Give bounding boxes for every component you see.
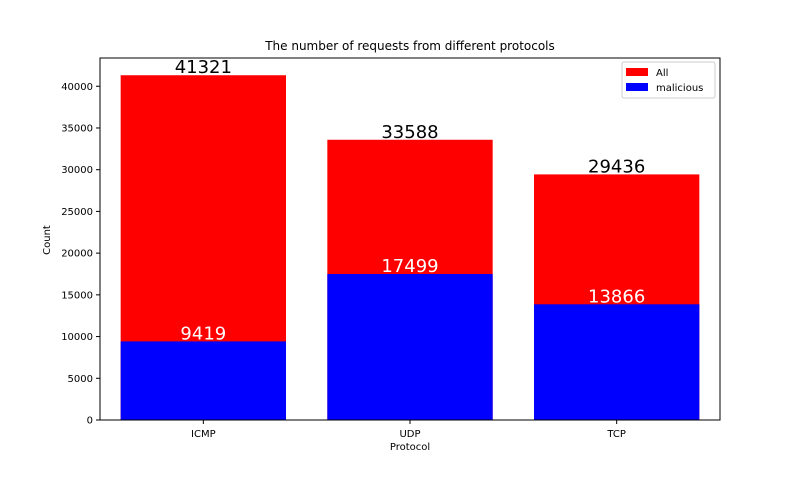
y-tick-label: 40000 <box>61 82 93 93</box>
y-tick-label: 15000 <box>61 290 93 301</box>
y-tick-label: 25000 <box>61 207 93 218</box>
x-tick-label-tcp: TCP <box>606 429 626 440</box>
data-label-malicious-udp: 17499 <box>381 256 438 277</box>
chart-title: The number of requests from different pr… <box>264 39 555 53</box>
y-tick-label: 0 <box>87 416 93 427</box>
bar-malicious-tcp <box>534 304 700 420</box>
y-tick-label: 35000 <box>61 123 93 134</box>
y-axis-title: Count <box>42 225 53 255</box>
legend-label-all: All <box>656 68 668 79</box>
legend-swatch-all <box>626 68 648 76</box>
bar-malicious-icmp <box>120 341 287 420</box>
legend-swatch-malicious <box>626 83 648 91</box>
y-tick-label: 10000 <box>61 332 93 343</box>
y-tick-label: 20000 <box>61 249 93 260</box>
data-label-all-tcp: 29436 <box>588 156 645 177</box>
x-tick-label-udp: UDP <box>399 429 420 440</box>
x-tick-label-icmp: ICMP <box>191 429 216 440</box>
y-tick-label: 5000 <box>68 374 93 385</box>
data-label-malicious-icmp: 9419 <box>180 323 226 344</box>
y-tick-label: 30000 <box>61 165 93 176</box>
data-label-all-udp: 33588 <box>381 122 438 143</box>
x-axis-title: Protocol <box>390 442 430 453</box>
bar-malicious-udp <box>327 273 493 420</box>
data-label-malicious-tcp: 13866 <box>588 286 645 307</box>
data-label-all-icmp: 41321 <box>175 57 232 78</box>
legend: All malicious <box>621 61 716 99</box>
legend-label-malicious: malicious <box>656 83 703 94</box>
plot-area: 41321 33588 29436 9419 17499 13866 0 5000 10000 1… <box>61 57 721 440</box>
